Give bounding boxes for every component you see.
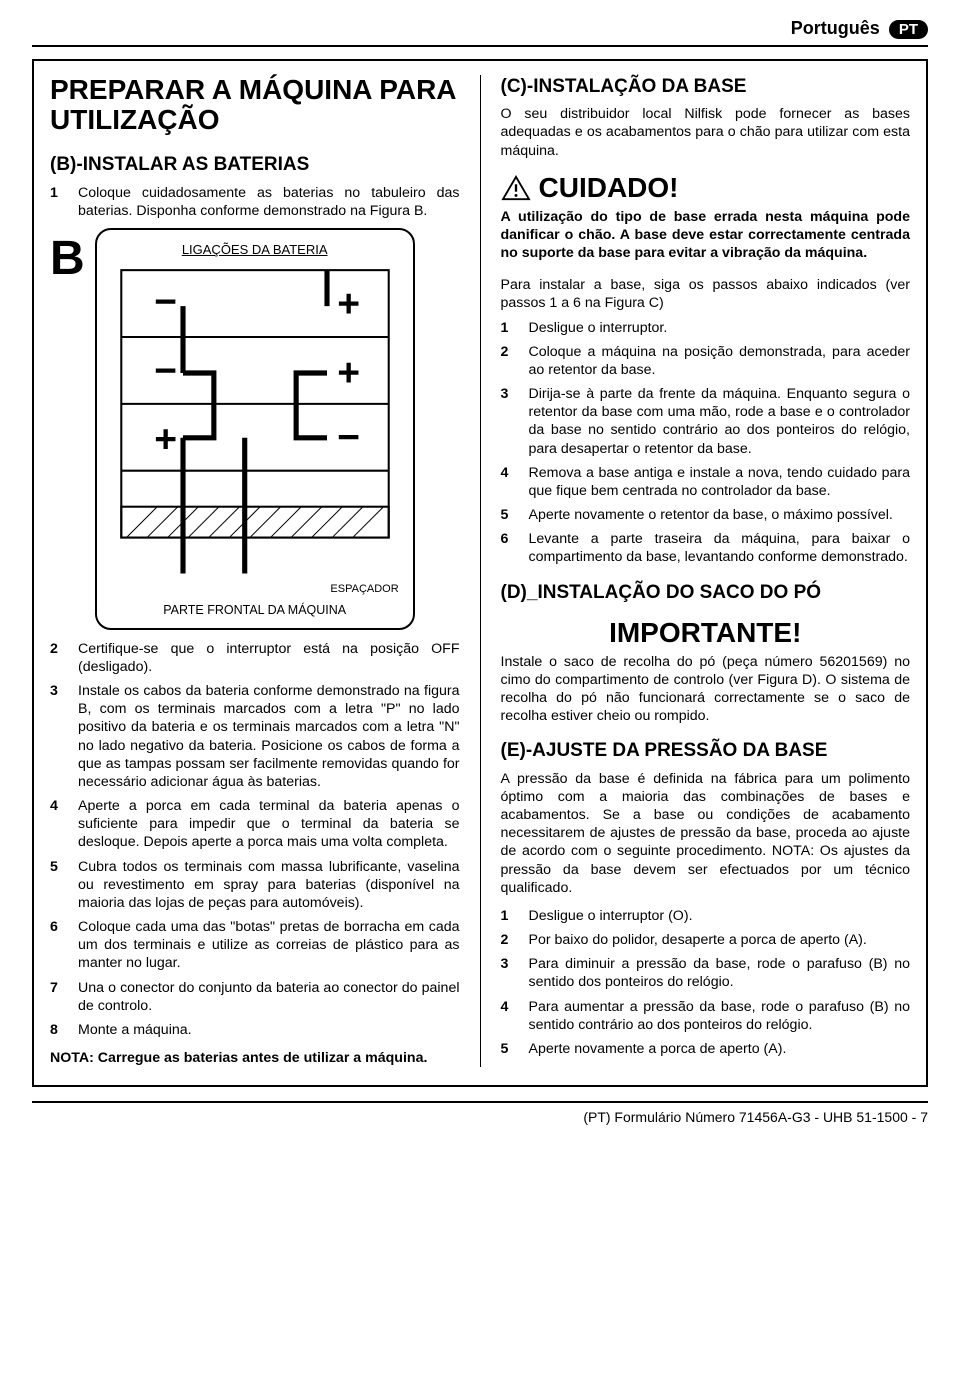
step-number: 1 (501, 907, 529, 925)
step-number: 4 (501, 464, 529, 500)
step-c6: 6Levante a parte traseira da máquina, pa… (501, 530, 911, 566)
importante-heading: IMPORTANTE! (501, 615, 911, 651)
step-text: Instale os cabos da bateria conforme dem… (78, 682, 460, 791)
lang-pill: PT (889, 20, 928, 39)
step-text: Cubra todos os terminais com massa lubri… (78, 858, 460, 913)
step-number: 3 (501, 955, 529, 991)
nota-b: NOTA: Carregue as baterias antes de util… (50, 1049, 460, 1067)
step-e1: 1Desligue o interruptor (O). (501, 907, 911, 925)
step-text: Una o conector do conjunto da bateria ao… (78, 979, 460, 1015)
step-number: 6 (50, 918, 78, 973)
figure-title: LIGAÇÕES DA BATERIA (111, 242, 399, 259)
bottom-rule (32, 1101, 928, 1103)
step-text: Aperte novamente a porca de aperto (A). (529, 1040, 911, 1058)
warning-icon (501, 175, 531, 201)
svg-text:−: − (154, 280, 177, 323)
step-number: 8 (50, 1021, 78, 1039)
step-text: Desligue o interruptor (O). (529, 907, 911, 925)
step-number: 4 (501, 998, 529, 1034)
step-number: 4 (50, 797, 78, 852)
step-text: Desligue o interruptor. (529, 319, 911, 337)
step-e2: 2Por baixo do polidor, desaperte a porca… (501, 931, 911, 949)
section-e-title: (E)-AJUSTE DA PRESSÃO DA BASE (501, 739, 911, 763)
step-b3: 3Instale os cabos da bateria conforme de… (50, 682, 460, 791)
figure-box: LIGAÇÕES DA BATERIA − + − + + (95, 228, 415, 630)
figure-footer: PARTE FRONTAL DA MÁQUINA (111, 602, 399, 618)
step-c2: 2Coloque a máquina na posição demonstrad… (501, 343, 911, 379)
right-column: (C)-INSTALAÇÃO DA BASE O seu distribuido… (501, 75, 911, 1067)
page-title: PREPARAR A MÁQUINA PARA UTILIZAÇÃO (50, 75, 460, 135)
step-number: 7 (50, 979, 78, 1015)
step-b8: 8Monte a máquina. (50, 1021, 460, 1039)
section-c-intro: Para instalar a base, siga os passos aba… (501, 276, 911, 312)
section-e-text: A pressão da base é definida na fábrica … (501, 770, 911, 897)
column-divider (480, 75, 481, 1067)
step-text: Por baixo do polidor, desaperte a porca … (529, 931, 911, 949)
step-number: 5 (501, 1040, 529, 1058)
step-text: Dirija-se à parte da frente da máquina. … (529, 385, 911, 458)
section-d-title: (D)_INSTALAÇÃO DO SACO DO PÓ (501, 581, 911, 605)
step-text: Coloque cada uma das "botas" pretas de b… (78, 918, 460, 973)
section-c-title: (C)-INSTALAÇÃO DA BASE (501, 75, 911, 99)
left-column: PREPARAR A MÁQUINA PARA UTILIZAÇÃO (B)-I… (50, 75, 460, 1067)
step-text: Certifique-se que o interruptor está na … (78, 640, 460, 676)
content-box: PREPARAR A MÁQUINA PARA UTILIZAÇÃO (B)-I… (32, 59, 928, 1087)
cuidado-label: CUIDADO! (539, 170, 679, 206)
figure-b: B LIGAÇÕES DA BATERIA − + − + (50, 228, 460, 630)
page: Português PT PREPARAR A MÁQUINA PARA UTI… (0, 0, 960, 1145)
step-b7: 7Una o conector do conjunto da bateria a… (50, 979, 460, 1015)
svg-text:+: + (154, 418, 177, 461)
step-number: 3 (501, 385, 529, 458)
step-text: Aperte novamente o retentor da base, o m… (529, 506, 911, 524)
step-b6: 6Coloque cada uma das "botas" pretas de … (50, 918, 460, 973)
step-number: 5 (50, 858, 78, 913)
section-d-text: Instale o saco de recolha do pó (peça nú… (501, 653, 911, 726)
step-e5: 5Aperte novamente a porca de aperto (A). (501, 1040, 911, 1058)
step-number: 2 (501, 931, 529, 949)
svg-text:−: − (337, 416, 360, 459)
step-text: Para diminuir a pressão da base, rode o … (529, 955, 911, 991)
step-text: Monte a máquina. (78, 1021, 460, 1039)
section-b-title: (B)-INSTALAR AS BATERIAS (50, 153, 460, 177)
step-text: Remova a base antiga e instale a nova, t… (529, 464, 911, 500)
step-number: 2 (501, 343, 529, 379)
svg-text:+: + (337, 282, 360, 325)
step-c1: 1Desligue o interruptor. (501, 319, 911, 337)
step-b5: 5Cubra todos os terminais com massa lubr… (50, 858, 460, 913)
step-e3: 3Para diminuir a pressão da base, rode o… (501, 955, 911, 991)
svg-text:+: + (337, 351, 360, 394)
figure-spacer-label: ESPAÇADOR (111, 582, 399, 596)
cuidado-heading: CUIDADO! (501, 170, 911, 206)
language-header: Português PT (32, 18, 928, 39)
step-number: 3 (50, 682, 78, 791)
battery-diagram-icon: − + − + + − (111, 265, 399, 584)
step-e4: 4Para aumentar a pressão da base, rode o… (501, 998, 911, 1034)
step-c4: 4Remova a base antiga e instale a nova, … (501, 464, 911, 500)
step-c3: 3Dirija-se à parte da frente da máquina.… (501, 385, 911, 458)
step-text: Para aumentar a pressão da base, rode o … (529, 998, 911, 1034)
top-rule (32, 45, 928, 47)
step-number: 1 (501, 319, 529, 337)
step-c5: 5Aperte novamente o retentor da base, o … (501, 506, 911, 524)
step-text: Coloque cuidadosamente as baterias no ta… (78, 184, 460, 220)
lang-label: Português (791, 18, 880, 38)
cuidado-text: A utilização do tipo de base errada nest… (501, 208, 911, 263)
step-number: 1 (50, 184, 78, 220)
step-number: 6 (501, 530, 529, 566)
step-b4: 4Aperte a porca em cada terminal da bate… (50, 797, 460, 852)
step-text: Levante a parte traseira da máquina, par… (529, 530, 911, 566)
step-b2: 2Certifique-se que o interruptor está na… (50, 640, 460, 676)
step-number: 5 (501, 506, 529, 524)
step-b1: 1 Coloque cuidadosamente as baterias no … (50, 184, 460, 220)
svg-text:−: − (154, 349, 177, 392)
step-number: 2 (50, 640, 78, 676)
section-c-text: O seu distribuidor local Nilfisk pode fo… (501, 105, 911, 160)
figure-letter: B (50, 228, 85, 289)
step-text: Coloque a máquina na posição demonstrada… (529, 343, 911, 379)
step-text: Aperte a porca em cada terminal da bater… (78, 797, 460, 852)
page-footer: (PT) Formulário Número 71456A-G3 - UHB 5… (32, 1109, 928, 1125)
